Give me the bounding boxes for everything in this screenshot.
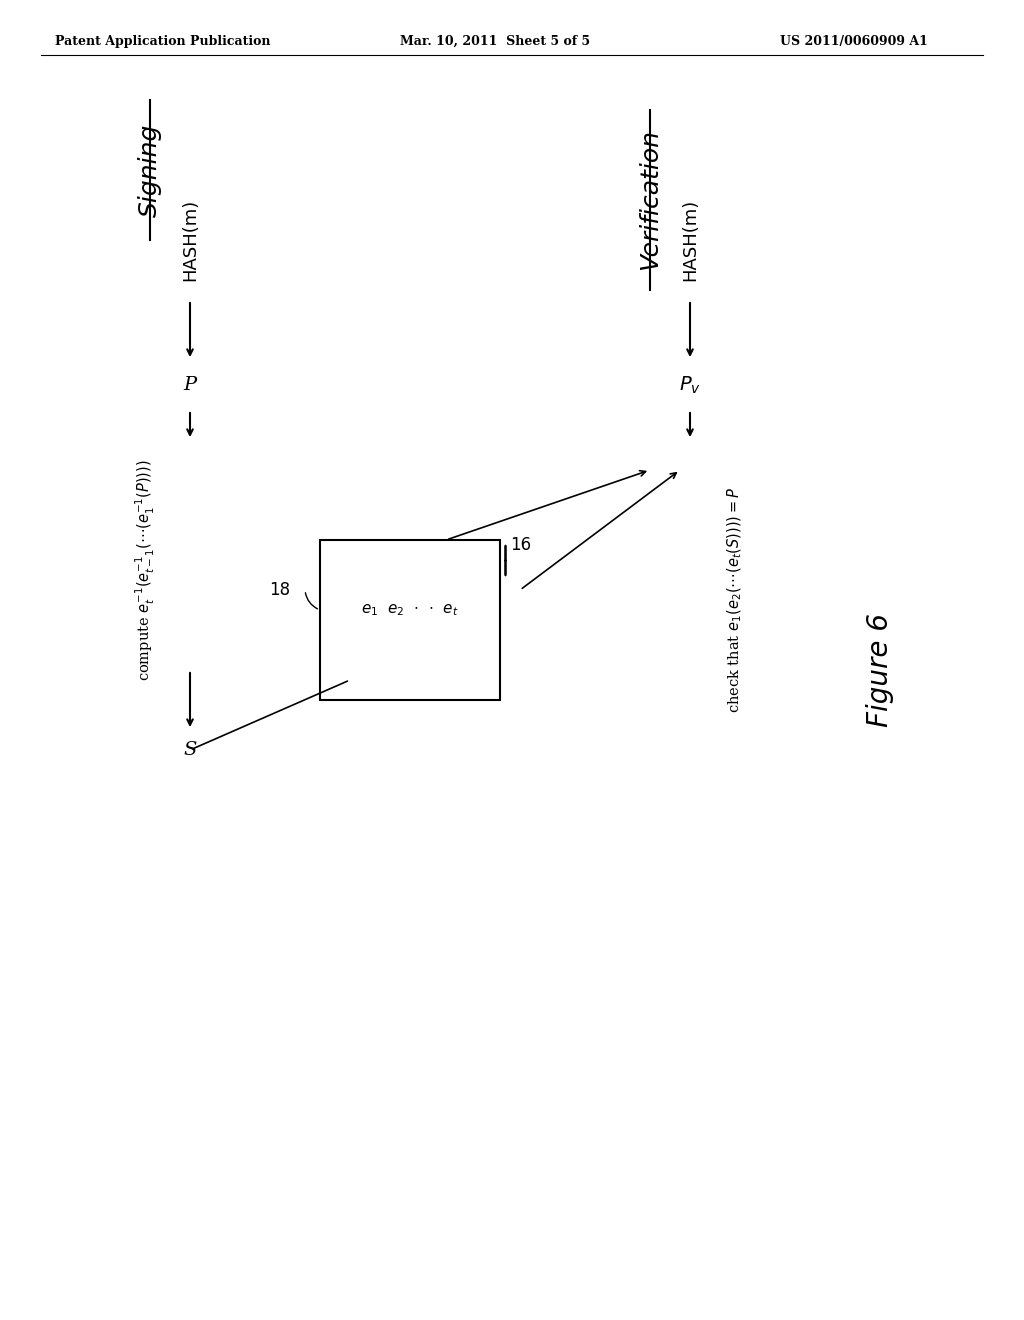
Text: S: S	[183, 741, 197, 759]
Text: $e_1$  $e_2$  $\cdot$  $\cdot$  $e_t$: $e_1$ $e_2$ $\cdot$ $\cdot$ $e_t$	[361, 602, 459, 618]
Text: 18: 18	[269, 581, 290, 599]
Text: 16: 16	[510, 536, 531, 554]
Text: Figure 6: Figure 6	[866, 612, 894, 727]
Text: $P_v$: $P_v$	[679, 375, 701, 396]
Text: P: P	[183, 376, 197, 393]
Text: Patent Application Publication: Patent Application Publication	[55, 36, 270, 48]
Text: HASH(m): HASH(m)	[181, 199, 199, 281]
Text: US 2011/0060909 A1: US 2011/0060909 A1	[780, 36, 928, 48]
Text: compute $e_t^{-1}(e_{t-1}^{-1}(\cdots(e_1^{-1}(P))))$: compute $e_t^{-1}(e_{t-1}^{-1}(\cdots(e_…	[133, 459, 157, 681]
Text: Signing: Signing	[138, 123, 162, 216]
Text: HASH(m): HASH(m)	[681, 199, 699, 281]
Text: check that $e_1(e_2(\cdots(e_t(S)))) = P$: check that $e_1(e_2(\cdots(e_t(S)))) = P…	[726, 487, 744, 713]
Text: Mar. 10, 2011  Sheet 5 of 5: Mar. 10, 2011 Sheet 5 of 5	[400, 36, 590, 48]
FancyBboxPatch shape	[319, 540, 500, 700]
Text: Verification: Verification	[638, 129, 662, 271]
